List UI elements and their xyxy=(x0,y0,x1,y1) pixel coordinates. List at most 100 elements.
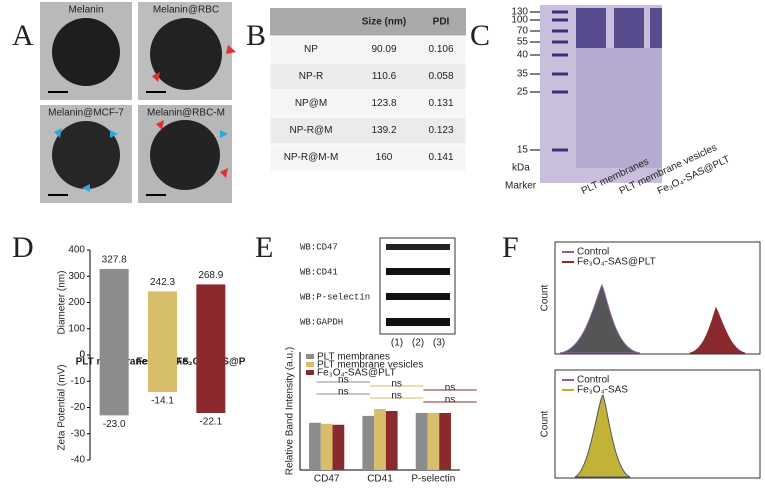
column-header: Size (nm) xyxy=(362,17,406,28)
bar xyxy=(385,411,398,470)
bar xyxy=(320,423,333,470)
legend-label: Fe₃O₄-SAS@PLT xyxy=(317,368,396,379)
lane-label: (2) xyxy=(412,338,424,349)
marker-label: 35 xyxy=(517,69,529,80)
panel-label: B xyxy=(246,19,266,52)
blot-label: WB:P-selectin xyxy=(300,292,370,302)
table-cell: NP-R@M-M xyxy=(284,152,339,163)
value-label: 327.8 xyxy=(102,255,127,266)
image-label: Melanin@MCF-7 xyxy=(48,108,124,119)
legend-label: Control xyxy=(577,375,609,386)
bar xyxy=(427,412,440,470)
marker-band xyxy=(552,10,568,14)
marker-band xyxy=(552,148,568,152)
table-cell: NP-R xyxy=(299,71,323,82)
value-label: 268.9 xyxy=(198,270,223,281)
marker-label: 70 xyxy=(517,26,529,37)
image-label: Melanin xyxy=(68,5,103,16)
value-label: -23.0 xyxy=(103,419,126,430)
bar xyxy=(415,412,428,470)
blot xyxy=(379,237,456,335)
legend-label: Fe₃O₄-SAS@PLT xyxy=(577,257,656,268)
annotation: ns xyxy=(445,395,456,406)
x-tick-label: P-selectin xyxy=(411,474,455,485)
annotation: ns xyxy=(391,391,402,402)
marker-title: Marker xyxy=(505,181,537,192)
y-tick-label: 200 xyxy=(68,297,85,308)
value-label: -22.1 xyxy=(199,417,222,428)
table-cell: 0.058 xyxy=(428,71,453,82)
panel-label: C xyxy=(470,19,490,52)
bar xyxy=(439,412,451,470)
image-label: Melanin@RBC-M xyxy=(147,108,225,119)
table-cell: 160 xyxy=(376,152,393,163)
column-header: PDI xyxy=(433,17,450,28)
annotation: ns xyxy=(445,383,456,394)
marker-band xyxy=(552,18,568,22)
blot-label: WB:GAPDH xyxy=(300,317,343,327)
image-label: Melanin@RBC xyxy=(153,5,219,16)
table-cell: NP-R@M xyxy=(290,125,333,136)
value-label: 242.3 xyxy=(150,277,175,288)
marker-label: 55 xyxy=(517,37,529,48)
bar xyxy=(374,409,386,470)
y-tick-label: 300 xyxy=(68,271,85,282)
table-cell: 110.6 xyxy=(372,71,397,82)
tem-images xyxy=(40,2,236,203)
bar xyxy=(332,424,345,470)
y-axis-label: Diameter (nm) xyxy=(57,271,68,335)
flow-plots xyxy=(554,241,761,479)
bar xyxy=(99,355,129,416)
marker-band xyxy=(552,40,568,44)
unit-label: kDa xyxy=(512,163,530,174)
panel-label: D xyxy=(12,231,34,264)
legend-label: PLT membrane vesicles xyxy=(317,360,423,371)
y-tick-label: 0 xyxy=(79,350,85,361)
bar xyxy=(99,268,129,355)
y-axis-label: Relative Band Intensity (a.u.) xyxy=(285,347,296,475)
x-tick-label: CD47 xyxy=(314,474,340,485)
x-tick-label: CD41 xyxy=(367,474,393,485)
y-axis-label: Count xyxy=(540,410,551,437)
annotation: ns xyxy=(391,379,402,390)
y-tick-label: 400 xyxy=(68,245,85,256)
table-row xyxy=(269,62,467,91)
marker-label: 15 xyxy=(517,145,529,156)
bar xyxy=(196,355,226,414)
bar xyxy=(309,422,321,470)
marker-label: 130 xyxy=(511,7,528,18)
y-tick-label: -20 xyxy=(71,402,86,413)
marker-band xyxy=(552,72,568,76)
legend-label: Control xyxy=(577,247,609,258)
table-cell: 0.141 xyxy=(428,152,453,163)
blot-label: WB:CD41 xyxy=(300,267,338,277)
value-label: -14.1 xyxy=(151,396,174,407)
table-header xyxy=(270,8,466,36)
table-cell: 123.8 xyxy=(371,98,396,109)
legend-swatch xyxy=(306,370,314,375)
bar xyxy=(148,291,177,355)
y-axis-label: Zeta Potential (mV) xyxy=(57,364,68,450)
table-cell: 0.106 xyxy=(428,44,453,55)
panel-label: A xyxy=(12,19,34,52)
table-cell: NP@M xyxy=(295,98,327,109)
bar xyxy=(362,415,375,470)
legend-label: Fe₃O₄-SAS xyxy=(577,385,628,396)
marker-band xyxy=(552,53,568,57)
y-tick-label: -30 xyxy=(71,428,86,439)
table-row xyxy=(269,89,467,118)
marker-band xyxy=(552,29,568,33)
marker-label: 25 xyxy=(517,87,529,98)
annotation: ns xyxy=(338,375,349,386)
y-tick-label: -10 xyxy=(71,376,86,387)
lane-label: (3) xyxy=(433,338,445,349)
table-cell: NP xyxy=(304,44,318,55)
table-cell: 0.131 xyxy=(428,98,453,109)
lane-label: (1) xyxy=(391,338,403,349)
legend-swatch xyxy=(306,362,314,367)
table-cell: 139.2 xyxy=(371,125,396,136)
panel-label: F xyxy=(502,231,519,264)
gel xyxy=(540,5,662,183)
panel-label: E xyxy=(255,231,273,264)
y-tick-label: 0 xyxy=(79,350,85,361)
